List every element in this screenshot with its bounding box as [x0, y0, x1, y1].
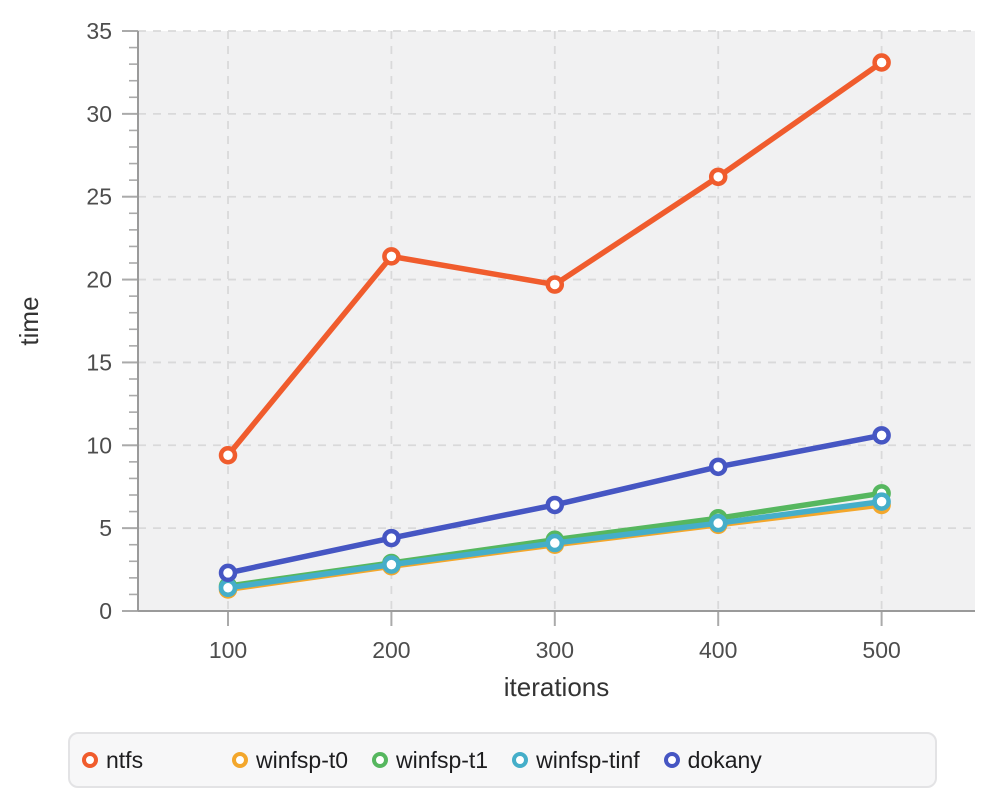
data-point-marker-winfsp-tinf	[545, 533, 565, 553]
data-point-marker-dokany	[708, 457, 728, 477]
y-tick-label: 15	[86, 349, 112, 375]
legend-label-winfsp-t1: winfsp-t1	[396, 746, 489, 773]
data-point-marker-dokany	[872, 426, 891, 445]
x-tick-label: 400	[699, 637, 737, 663]
chart-legend: ntfs winfsp-t0 winfsp-t1 winfsp-tinf dokany	[68, 732, 937, 788]
data-point-marker-ntfs	[708, 167, 728, 187]
legend-label-dokany: dokany	[687, 746, 762, 773]
data-point-marker-ntfs	[545, 275, 565, 294]
y-tick-label: 20	[86, 267, 112, 293]
legend-item-winfsp-tinf: winfsp-tinf	[512, 746, 640, 773]
y-tick-label: 30	[86, 101, 112, 127]
legend-marker-icon-winfsp-tinf	[512, 752, 529, 768]
data-point-marker-dokany	[382, 528, 401, 548]
plot-area	[138, 31, 975, 611]
data-point-marker-winfsp-tinf	[872, 492, 891, 511]
y-tick-label: 35	[86, 18, 112, 44]
x-tick-label: 100	[209, 637, 247, 663]
y-tick-label: 5	[99, 515, 112, 541]
legend-marker-icon-winfsp-t0	[232, 752, 248, 768]
data-point-marker-winfsp-tinf	[382, 555, 401, 574]
x-axis-title: iterations	[504, 672, 610, 702]
legend-marker-icon-ntfs	[82, 752, 98, 768]
y-tick-label: 0	[99, 598, 112, 624]
y-axis-title: time	[14, 296, 44, 345]
line-chart-canvas: 0 5 10 15 20 25 30 35 100 200 300 400 500 time iterati…	[14, 18, 975, 702]
legend-label-winfsp-t0: winfsp-t0	[256, 746, 349, 773]
x-tick-label: 500	[862, 637, 900, 663]
x-tick-label: 300	[536, 637, 574, 663]
data-point-marker-winfsp-tinf	[708, 513, 728, 533]
data-point-marker-winfsp-tinf	[218, 578, 238, 598]
legend-marker-icon-winfsp-t1	[372, 752, 389, 768]
legend-item-dokany: dokany	[663, 746, 762, 773]
legend-item-ntfs: ntfs	[82, 746, 208, 773]
y-tick-label: 25	[86, 184, 112, 210]
data-point-marker-ntfs	[218, 445, 238, 465]
data-point-marker-dokany	[218, 563, 238, 583]
data-point-marker-dokany	[545, 495, 565, 515]
data-point-marker-ntfs	[382, 247, 401, 266]
x-tick-label: 200	[372, 637, 410, 663]
legend-item-winfsp-t0: winfsp-t0	[232, 746, 349, 773]
legend-item-winfsp-t1: winfsp-t1	[372, 746, 489, 773]
y-tick-label: 10	[86, 432, 112, 458]
legend-label-winfsp-tinf: winfsp-tinf	[536, 746, 640, 773]
legend-label-ntfs: ntfs	[106, 746, 144, 773]
data-point-marker-ntfs	[872, 53, 891, 72]
legend-marker-icon-dokany	[663, 752, 680, 768]
